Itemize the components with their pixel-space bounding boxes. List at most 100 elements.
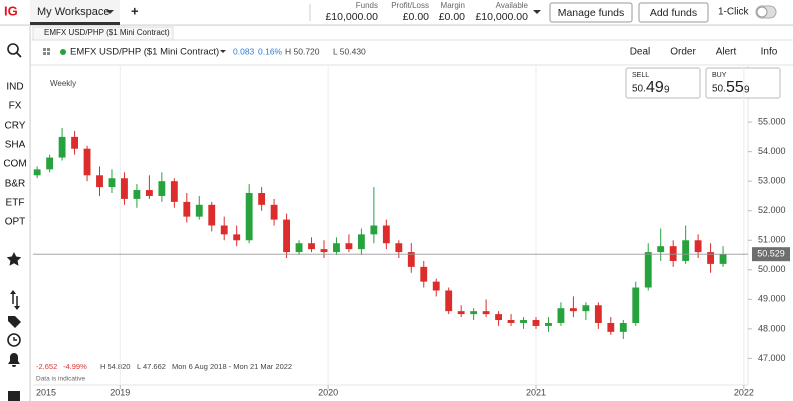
candle-body <box>594 305 602 323</box>
candle-body <box>283 219 291 253</box>
button-label[interactable]: Add funds <box>650 7 697 19</box>
summary-low: L 47.662 <box>137 362 166 371</box>
sidebar-item[interactable]: CRY <box>5 121 26 132</box>
candle-body <box>545 322 552 326</box>
indicative-note: Data is indicative <box>36 376 86 383</box>
transfer-icon[interactable] <box>10 290 20 310</box>
y-tick-label: 54.000 <box>758 146 786 156</box>
grid-icon[interactable] <box>43 48 50 55</box>
candle-body <box>208 204 216 226</box>
workspace-tab-underline <box>30 22 120 25</box>
sell-price-head: 50. <box>632 84 646 95</box>
workspace-tab[interactable]: My Workspace <box>37 6 110 18</box>
add-tab[interactable]: + <box>131 3 139 18</box>
candle-body <box>170 181 178 202</box>
candle-body <box>395 243 403 253</box>
button-label[interactable]: Manage funds <box>558 7 625 19</box>
instrument-name: EMFX USD/PHP ($1 Mini Contract) <box>70 47 219 58</box>
candle-body <box>495 314 503 321</box>
sidebar-item[interactable]: B&R <box>5 179 26 190</box>
x-tick-label: 2019 <box>110 387 130 397</box>
panel-menu-item[interactable]: Info <box>761 47 778 58</box>
candle-body <box>333 243 340 253</box>
tag-icon[interactable] <box>8 316 21 328</box>
y-tick-label: 47.000 <box>758 353 786 363</box>
workspace-tab-bg[interactable] <box>30 0 120 23</box>
y-tick-label: 48.000 <box>758 323 786 333</box>
sell-label: SELL <box>632 72 649 79</box>
logo[interactable]: IG <box>4 3 18 18</box>
panel-menu-item[interactable]: Deal <box>630 47 651 58</box>
sidebar-item[interactable]: SHA <box>5 140 26 151</box>
sell-price-tail: 9 <box>664 85 670 96</box>
candle-body <box>158 181 166 196</box>
candle-body <box>46 157 54 170</box>
instrument-dropdown[interactable] <box>220 50 226 53</box>
x-tick-label: 2020 <box>318 387 338 397</box>
buy-price-head: 50. <box>712 84 726 95</box>
buy-price-tail: 9 <box>744 85 750 96</box>
candle-body <box>619 322 627 332</box>
candle-body <box>96 175 103 188</box>
candle-body <box>270 204 278 220</box>
candle-body <box>370 225 378 235</box>
x-tick-label: 2021 <box>526 387 546 397</box>
sidebar <box>0 26 30 401</box>
y-tick-label: 49.000 <box>758 294 786 304</box>
candle-body <box>233 234 241 241</box>
buy-price-big: 55 <box>726 79 744 96</box>
candle-body <box>445 290 453 312</box>
candle-body <box>71 136 78 149</box>
candle-body <box>582 305 590 312</box>
candle-body <box>407 252 415 267</box>
candle-body <box>719 254 727 264</box>
candle-body <box>669 246 677 261</box>
dropdown-arrow[interactable] <box>106 10 114 14</box>
button[interactable] <box>549 2 633 23</box>
candle-body <box>657 246 665 253</box>
news-icon[interactable] <box>8 391 20 401</box>
panel-menu-item[interactable]: Order <box>670 47 696 58</box>
candle-body <box>121 178 128 199</box>
candle-body <box>470 311 478 315</box>
candle-body <box>83 148 91 176</box>
sidebar-item[interactable]: FX <box>9 101 22 112</box>
candle-body <box>382 225 390 244</box>
candle-body <box>432 281 440 291</box>
candle-body <box>195 204 203 217</box>
panel-menu-item[interactable]: Alert <box>716 47 737 58</box>
button[interactable] <box>638 2 709 23</box>
candle-body <box>295 243 303 253</box>
toggle-knob <box>756 6 768 18</box>
history-icon[interactable] <box>7 333 21 347</box>
candle-body <box>507 320 515 323</box>
candle-body <box>183 201 191 217</box>
sidebar-item[interactable]: COM <box>3 159 26 170</box>
sell-price-big: 49 <box>646 79 664 96</box>
change-pct: 0.16% <box>258 46 283 56</box>
candle-body <box>33 169 41 176</box>
buy-box[interactable] <box>705 67 781 99</box>
candle-body <box>682 240 690 261</box>
candle-body <box>457 311 465 315</box>
instrument-tab[interactable]: EMFX USD/PHP ($1 Mini Contract) <box>44 28 170 37</box>
search-icon[interactable] <box>7 43 22 58</box>
candle-body <box>345 243 353 250</box>
candle-body <box>420 266 428 282</box>
candle-body <box>644 252 652 288</box>
sidebar-item[interactable]: OPT <box>5 217 26 228</box>
candle-body <box>482 311 490 315</box>
instrument-tab-bg[interactable] <box>32 26 174 41</box>
candle-body <box>258 193 266 205</box>
funds-label: Available <box>496 1 529 10</box>
sidebar-item[interactable]: ETF <box>6 198 25 209</box>
funds-dropdown[interactable] <box>533 10 541 14</box>
interval[interactable]: Weekly <box>50 79 76 88</box>
sell-box[interactable] <box>625 67 701 99</box>
sidebar-item[interactable]: IND <box>6 82 23 93</box>
watchlist-icon[interactable] <box>6 252 22 266</box>
summary-range: Mon 6 Aug 2018 - Mon 21 Mar 2022 <box>172 362 292 371</box>
alerts-icon[interactable] <box>8 353 20 367</box>
candle-body <box>320 249 328 253</box>
